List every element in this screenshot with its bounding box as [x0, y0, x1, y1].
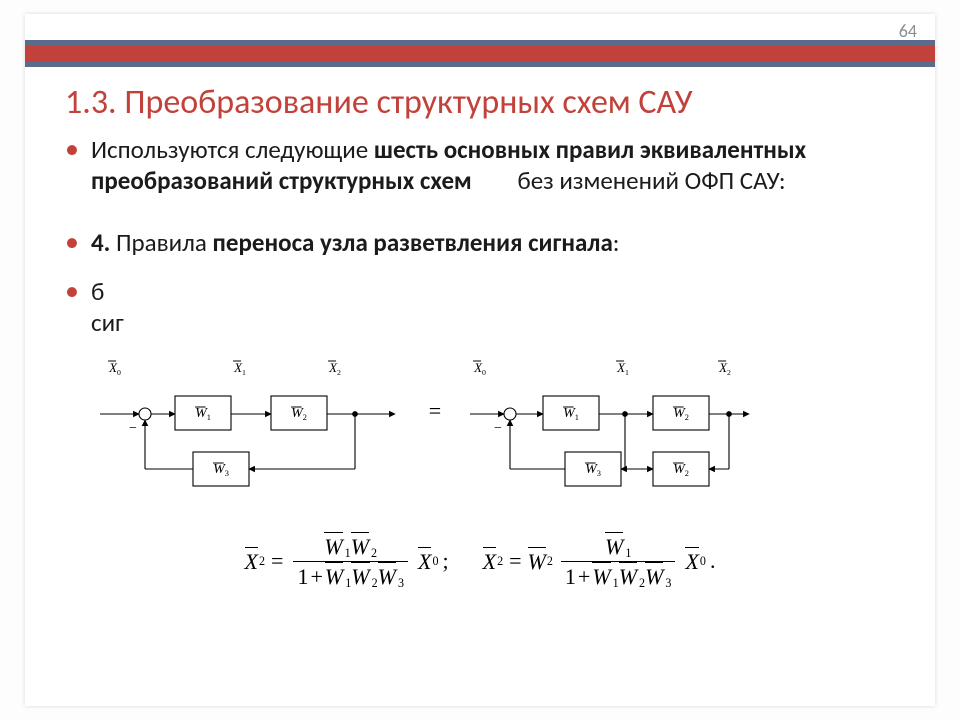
diagram-svg: −W1W2W3X0X1X2−W1W2W2W3X0X1X2= [25, 334, 935, 514]
svg-text:−: − [129, 421, 137, 436]
svg-text:X2: X2 [328, 360, 341, 377]
bullet-partial-l1: б [91, 276, 121, 307]
bullet-partial: б сиг [59, 276, 901, 339]
page-number: 64 [899, 20, 917, 42]
svg-text:X1: X1 [616, 360, 629, 377]
bullet-rule4-bold: переноса узла разветвления сигнала [213, 227, 613, 258]
bullet-rule4-regular: Правила [110, 227, 212, 258]
svg-text:=: = [429, 398, 441, 423]
header-band-mid [25, 46, 935, 62]
bullet-intro: Используются следующие шесть основных пр… [59, 134, 901, 197]
slide: 64 1.3. Преобразование структурных схем … [25, 14, 935, 706]
svg-text:X0: X0 [473, 360, 486, 377]
svg-text:X1: X1 [233, 360, 246, 377]
svg-text:X0: X0 [108, 360, 121, 377]
header-band-bot [25, 62, 935, 67]
bullet-intro-regular: Используются следующие [91, 134, 374, 165]
bullet-rule4-num: 4. [91, 227, 110, 258]
slide-title: 1.3. Преобразование структурных схем САУ [65, 82, 895, 123]
bullet-intro-trail: без изменений ОФП САУ: [517, 165, 785, 196]
equation-row: X2=W1W21+W1W2W3X0; X2=W2W11+W1W2W3X0. [25, 532, 935, 612]
bullet-rule4-colon: : [613, 227, 620, 258]
svg-text:−: − [494, 421, 502, 436]
block-diagram: −W1W2W3X0X1X2−W1W2W2W3X0X1X2= [25, 334, 935, 514]
content: Используются следующие шесть основных пр… [59, 134, 901, 356]
equation-1: X2=W1W21+W1W2W3X0; [245, 532, 449, 591]
bullet-rule4: 4. Правила переноса узла разветвления си… [59, 227, 901, 258]
svg-text:X2: X2 [718, 360, 731, 377]
equation-2: X2=W2W11+W1W2W3X0. [483, 532, 716, 591]
